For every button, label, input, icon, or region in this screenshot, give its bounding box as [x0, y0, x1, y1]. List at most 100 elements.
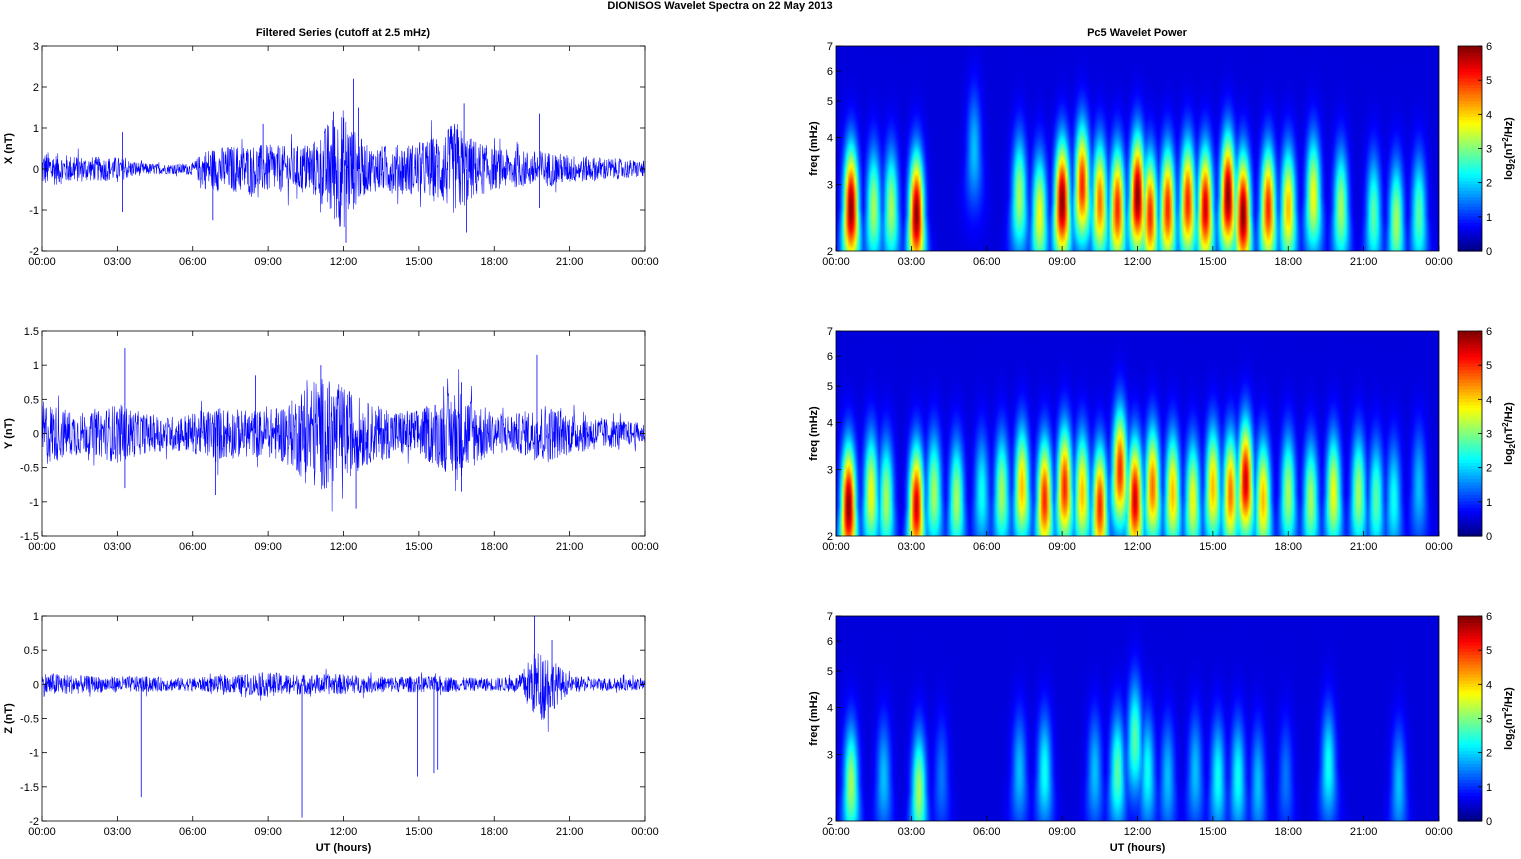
y-tick-label: -1 [29, 497, 39, 509]
colorbar-swatch [1458, 231, 1482, 236]
plot-frame [41, 615, 646, 822]
colorbar-swatch [1458, 110, 1482, 114]
x-tick-label: 03:00 [104, 826, 132, 838]
colorbar-swatch [1458, 507, 1482, 511]
colorbar-tick-label: 4 [1486, 109, 1492, 121]
colorbar-swatch [1458, 331, 1482, 335]
colorbar-swatch [1458, 183, 1482, 188]
colorbar-swatch [1458, 705, 1482, 710]
colorbar-label-part: log [1503, 733, 1515, 750]
colorbar-swatch [1458, 138, 1482, 143]
x-tick-label: 21:00 [556, 256, 584, 268]
colorbar-swatch [1458, 680, 1482, 684]
y-tick-label: 6 [827, 351, 833, 363]
colorbar-swatch [1458, 52, 1482, 57]
colorbar-swatch [1458, 113, 1482, 118]
colorbar-swatch [1458, 753, 1482, 758]
colorbar-swatch [1458, 196, 1482, 201]
colorbar-swatch [1458, 343, 1482, 348]
y-tick-label: 3 [33, 41, 39, 53]
x-axis-label: UT (hours) [1110, 842, 1166, 854]
y-tick-label: 0.5 [24, 645, 39, 657]
colorbar-swatch [1458, 475, 1482, 479]
x-tick-label: 12:00 [1124, 826, 1152, 838]
x-tick-label: 00:00 [822, 826, 850, 838]
x-tick-label: 06:00 [973, 541, 1001, 553]
x-tick-label: 09:00 [1048, 256, 1076, 268]
x-tick-label: 18:00 [480, 541, 508, 553]
colorbar-label-part: (nT [1503, 142, 1515, 159]
colorbar-tick-label: 5 [1486, 645, 1492, 657]
colorbar-swatch [1458, 782, 1482, 787]
colorbar-label-part: 2 [1501, 422, 1510, 427]
colorbar-swatch [1458, 503, 1482, 508]
y-tick-label: -1.5 [20, 782, 39, 794]
colorbar-tick-label: 1 [1486, 497, 1492, 509]
colorbar-swatch [1458, 660, 1482, 665]
colorbar-swatch [1458, 712, 1482, 716]
x-tick-label: 00:00 [1425, 826, 1453, 838]
colorbar-tick-label: 5 [1486, 75, 1492, 87]
colorbar-swatch [1458, 744, 1482, 748]
colorbar-swatch [1458, 212, 1482, 217]
series-panel-y: 00:00 03:00 06:00 09:00 12:00 15:00 18:00 21:00… [3, 326, 659, 553]
colorbar-swatch [1458, 676, 1482, 681]
colorbar-swatch [1458, 523, 1482, 527]
colorbar-swatch [1458, 71, 1482, 76]
colorbar-swatch [1458, 481, 1482, 486]
colorbar-swatch [1458, 734, 1482, 739]
y-axis-label: freq (mHz) [808, 406, 820, 461]
colorbar-tick-label: 6 [1486, 326, 1492, 338]
colorbar-tick-label: 4 [1486, 394, 1492, 406]
colorbar-swatch [1458, 728, 1482, 732]
x-tick-label: 06:00 [973, 256, 1001, 268]
x-tick-label: 03:00 [104, 256, 132, 268]
y-tick-label: 7 [827, 326, 833, 338]
colorbar-swatch [1458, 641, 1482, 646]
colorbar-swatch [1458, 430, 1482, 435]
colorbar-swatch [1458, 97, 1482, 102]
colorbar-swatch [1458, 167, 1482, 172]
colorbar-label-part: /Hz) [1503, 117, 1515, 138]
colorbar-swatch [1458, 151, 1482, 156]
y-tick-label: -0.5 [20, 463, 39, 475]
colorbar-swatch [1458, 760, 1482, 764]
x-tick-label: 15:00 [1199, 256, 1227, 268]
colorbar-label-part: 2 [1508, 443, 1517, 448]
colorbar-swatch [1458, 395, 1482, 399]
y-tick-label: 4 [827, 703, 833, 715]
colorbar-swatch [1458, 510, 1482, 515]
colorbar-swatch [1458, 94, 1482, 98]
colorbar-tick-label: 4 [1486, 679, 1492, 691]
x-tick-label: 21:00 [556, 826, 584, 838]
y-tick-label: -2 [29, 246, 39, 258]
colorbar-swatch [1458, 814, 1482, 819]
colorbar-label-part: 2 [1501, 707, 1510, 712]
colorbar-swatch [1458, 55, 1482, 60]
colorbar-swatch [1458, 58, 1482, 63]
colorbar-swatch [1458, 90, 1482, 95]
colorbar-swatch [1458, 340, 1482, 345]
colorbar-swatch [1458, 206, 1482, 210]
x-tick-label: 00:00 [631, 256, 659, 268]
colorbar-tick-label: 3 [1486, 144, 1492, 156]
colorbar-swatch [1458, 708, 1482, 713]
colorbar-swatch [1458, 494, 1482, 499]
colorbar-swatch [1458, 414, 1482, 419]
colorbar-swatch [1458, 699, 1482, 704]
y-tick-label: -2 [29, 816, 39, 828]
colorbar-swatch [1458, 798, 1482, 803]
colorbar-swatch [1458, 154, 1482, 159]
x-tick-label: 06:00 [179, 826, 207, 838]
colorbar-label-part: (nT [1503, 427, 1515, 444]
x-tick-label: 09:00 [1048, 541, 1076, 553]
colorbar-swatch [1458, 692, 1482, 697]
wavelet-panel-y: 00:00 03:00 06:00 09:00 12:00 15:00 18:00 21:00… [808, 326, 1517, 553]
colorbar-swatch [1458, 772, 1482, 777]
colorbar-swatch [1458, 363, 1482, 367]
colorbar-swatch [1458, 487, 1482, 492]
right-column-title: Pc5 Wavelet Power [1087, 27, 1188, 39]
x-tick-label: 03:00 [898, 826, 926, 838]
colorbar-swatch [1458, 766, 1482, 771]
colorbar-swatch [1458, 347, 1482, 351]
